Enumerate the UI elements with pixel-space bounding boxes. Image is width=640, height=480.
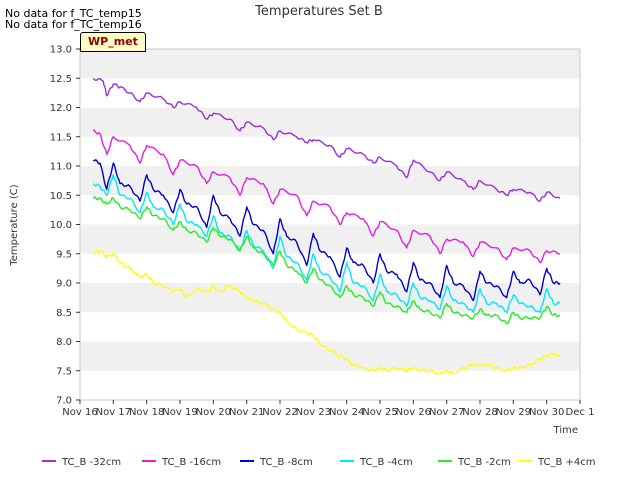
y-tick-label: 12.5 [50, 74, 72, 85]
x-tick-label: Nov 23 [296, 407, 331, 418]
no-data-note-1: No data for f_TC_temp15 [5, 7, 142, 20]
legend-label: TC_B -32cm [61, 457, 121, 468]
legend-label: TC_B -4cm [359, 457, 413, 468]
x-tick-label: Nov 30 [529, 407, 564, 418]
x-tick-label: Nov 21 [229, 407, 264, 418]
x-tick-label: Nov 25 [362, 407, 397, 418]
legend-label: TC_B -16cm [161, 457, 221, 468]
grid-band [80, 107, 580, 137]
legend: TC_B -32cm TC_B -16cm TC_B -8cm TC_B -4cm TC… [42, 457, 596, 468]
no-data-note-2: No data for f_TC_temp16 [5, 18, 142, 31]
y-tick-label: 7.0 [56, 396, 72, 407]
x-tick-label: Nov 26 [396, 407, 431, 418]
x-tick-label: Nov 17 [96, 407, 131, 418]
y-tick-label: 7.5 [56, 366, 72, 377]
y-axis: 7.0 7.5 8.0 8.5 9.0 9.5 10.0 10.5 11.0 11.5 12.0 12… [50, 45, 80, 407]
y-tick-label: 9.5 [56, 249, 72, 260]
chart-title: Temperatures Set B [254, 4, 383, 19]
series-layer [92, 77, 561, 375]
y-tick-label: 11.5 [50, 132, 72, 143]
series-line-5 [93, 250, 561, 375]
grid-band [80, 341, 580, 371]
y-tick-label: 8.5 [56, 308, 72, 319]
x-tick-label: Nov 16 [62, 407, 97, 418]
x-tick-label: Nov 24 [329, 407, 364, 418]
y-tick-label: 9.0 [56, 279, 72, 290]
series-line-1 [92, 129, 561, 264]
x-tick-label: Dec 1 [566, 407, 595, 418]
y-axis-label: Temperature (C) [9, 184, 20, 266]
x-tick-label: Nov 22 [262, 407, 297, 418]
legend-label: TC_B -8cm [259, 457, 313, 468]
y-tick-label: 10.5 [50, 191, 72, 202]
series-line-3 [92, 174, 561, 313]
y-tick-label: 13.0 [50, 45, 72, 56]
x-tick-label: Nov 28 [462, 407, 497, 418]
legend-label: TC_B -2cm [457, 457, 511, 468]
series-line-0 [92, 77, 561, 202]
series-line-4 [92, 195, 561, 325]
grid-bands [80, 49, 580, 371]
y-tick-label: 10.0 [50, 220, 72, 231]
grid-band [80, 283, 580, 313]
x-axis-label: Time [553, 425, 578, 436]
grid-band [80, 49, 580, 79]
x-tick-label: Nov 18 [129, 407, 164, 418]
x-tick-label: Nov 20 [196, 407, 231, 418]
y-tick-label: 8.0 [56, 337, 72, 348]
legend-label: TC_B +4cm [537, 457, 596, 468]
x-tick-label: Nov 29 [496, 407, 531, 418]
grid-band [80, 224, 580, 254]
x-tick-label: Nov 27 [429, 407, 464, 418]
series-line-2 [92, 159, 561, 302]
y-tick-label: 11.0 [50, 162, 72, 173]
station-badge: WP_met [80, 32, 146, 52]
y-tick-label: 12.0 [50, 103, 72, 114]
x-tick-label: Nov 19 [162, 407, 197, 418]
